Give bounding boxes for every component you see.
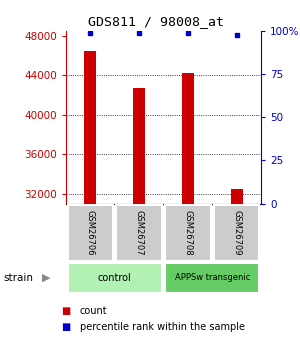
Text: strain: strain: [3, 273, 33, 283]
Text: GDS811 / 98008_at: GDS811 / 98008_at: [88, 16, 224, 29]
Text: percentile rank within the sample: percentile rank within the sample: [80, 322, 244, 332]
Bar: [68, 263, 162, 293]
Text: APPSw transgenic: APPSw transgenic: [175, 273, 250, 282]
Text: GSM26709: GSM26709: [232, 210, 241, 256]
Text: ■: ■: [61, 306, 70, 316]
Bar: [214, 205, 260, 261]
Text: GSM26708: GSM26708: [183, 210, 192, 256]
Text: control: control: [98, 273, 132, 283]
Text: ▶: ▶: [42, 273, 51, 283]
Bar: [116, 205, 162, 261]
Bar: [84, 51, 97, 204]
Text: GSM26706: GSM26706: [86, 210, 95, 256]
Bar: [165, 263, 260, 293]
Bar: [165, 205, 211, 261]
Bar: [182, 73, 194, 204]
Text: ■: ■: [61, 322, 70, 332]
Bar: [133, 88, 145, 204]
Text: GSM26707: GSM26707: [135, 210, 144, 256]
Bar: [68, 205, 113, 261]
Bar: [230, 189, 243, 204]
Text: count: count: [80, 306, 107, 316]
